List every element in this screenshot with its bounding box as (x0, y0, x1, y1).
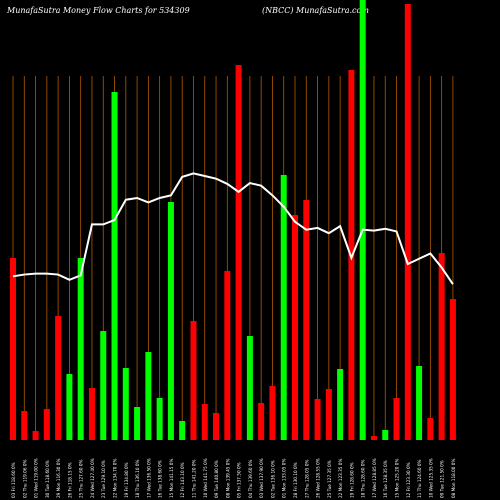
bar-down (427, 418, 434, 440)
x-tick-label: 19 Fri 128.60 0% (349, 462, 354, 498)
x-tick-label: 18 Thu 136.10 0% (135, 459, 140, 498)
bar-up (416, 366, 423, 440)
chart-subtitle: (NBCC) MunafaSutra.com (262, 6, 369, 15)
x-tick-label: 09 Tue 140.80 0% (214, 460, 219, 498)
x-tick-label: 27 Thu 128.05 0% (304, 459, 309, 498)
money-flow-bars (10, 0, 456, 440)
x-tick-label: 02 Tue 136.10 0% (270, 460, 275, 498)
x-tick-label: 17 Wed 128.85 0% (372, 458, 377, 498)
bar-up (179, 421, 186, 440)
bar-down (43, 409, 50, 440)
x-tick-label: 03 Wed 137.90 0% (259, 458, 264, 498)
bar-down (438, 253, 445, 440)
bar-down (55, 316, 62, 440)
x-tick-label: 02 Thu 119.06 0% (22, 459, 27, 498)
bar-up (382, 430, 389, 440)
x-tick-label: 11 Thu 141.20 0% (191, 459, 196, 498)
bar-up (337, 369, 344, 440)
x-tick-label: 18 Thu 128.60 0% (361, 459, 366, 498)
bar-up (134, 407, 141, 440)
x-tick-label: 04 Thu 139.60 0% (248, 459, 253, 498)
x-tick-label: 10 Wed 141.75 0% (203, 458, 208, 498)
x-tick-label: 26 Fri 118.15 0% (67, 462, 72, 498)
x-tick-label: 08 Mon 139.45 0% (225, 459, 230, 498)
x-tick-label: 22 Mon 123.35 0% (338, 459, 343, 498)
bar-up (66, 374, 73, 440)
x-tick-label: 17 Wed 136.50 0% (146, 458, 151, 498)
x-tick-label: 15 Mon 125.20 0% (395, 459, 400, 498)
chart-title: MunafaSutra Money Flow Charts for 534309 (7, 6, 190, 15)
bar-up (100, 331, 107, 440)
x-tick-label: 01 Wed 119.00 0% (34, 458, 39, 498)
x-tick-label: 03 Fri 118.60 0% (11, 462, 16, 498)
x-tick-labels: 03 Fri 118.60 0% 02 Thu 119.06 0% 01 Wed 1… (11, 458, 456, 498)
x-tick-label: 05 Fri 137.50 0% (237, 462, 242, 498)
bar-down (393, 398, 400, 440)
bar-down (303, 200, 310, 440)
x-tick-label: 12 Fri 123.30 0% (406, 462, 411, 498)
bar-down (10, 258, 16, 440)
bar-down (325, 389, 332, 440)
x-tick-label: 30 Tue 118.60 0% (45, 460, 50, 498)
bar-up (167, 202, 174, 440)
x-tick-label: 22 Mon 134.70 0% (113, 459, 118, 498)
x-tick-label: 01 Mon 133.05 0% (282, 459, 287, 498)
x-tick-label: 11 Thu 124.60 0% (417, 459, 422, 498)
bar-down (314, 399, 321, 440)
bar-down (213, 413, 220, 440)
bar-down (269, 386, 276, 440)
x-tick-label: 28 Fri 130.10 0% (293, 462, 298, 498)
bar-down (258, 403, 265, 440)
bar-up (359, 0, 366, 440)
x-tick-label: 16 Tue 128.35 0% (383, 460, 388, 498)
x-tick-label: 10 Wed 125.35 0% (428, 458, 433, 498)
bar-up (122, 368, 129, 440)
bar-up (145, 352, 152, 440)
bar-down (32, 431, 39, 440)
x-tick-label: 09 Tue 121.50 0% (440, 460, 445, 498)
x-tick-label: 12 Fri 143.10 0% (180, 462, 185, 498)
bar-down (235, 65, 242, 440)
bar-up (111, 92, 118, 440)
bar-up (77, 258, 84, 440)
x-tick-label: 08 Mon 118.00 0% (451, 459, 456, 498)
price-line (12, 172, 454, 285)
x-tick-label: 16 Tue 138.60 0% (158, 460, 163, 498)
x-tick-label: 29 Mon 116.30 0% (56, 459, 61, 498)
bar-down (224, 271, 231, 440)
x-tick-label: 23 Tue 129.10 0% (101, 460, 106, 498)
x-tick-label: 24 Wed 127.40 0% (90, 458, 95, 498)
bar-down (201, 404, 208, 440)
bar-up (280, 175, 287, 440)
bar-down (21, 411, 28, 440)
x-tick-label: 25 Tue 127.35 0% (327, 460, 332, 498)
bar-down (449, 299, 456, 440)
x-tick-label: 19 Fri 134.80 0% (124, 462, 129, 498)
bar-down (404, 4, 411, 440)
bar-down (370, 436, 377, 440)
x-tick-label: 26 Wed 128.55 0% (316, 458, 321, 498)
bar-up (156, 398, 163, 440)
bar-up (246, 336, 253, 440)
x-tick-label: 15 Mon 141.15 0% (169, 459, 174, 498)
bar-down (190, 321, 197, 440)
bar-down (292, 215, 298, 440)
bar-down (88, 388, 95, 440)
x-tick-label: 25 Thu 127.60 0% (79, 459, 84, 498)
